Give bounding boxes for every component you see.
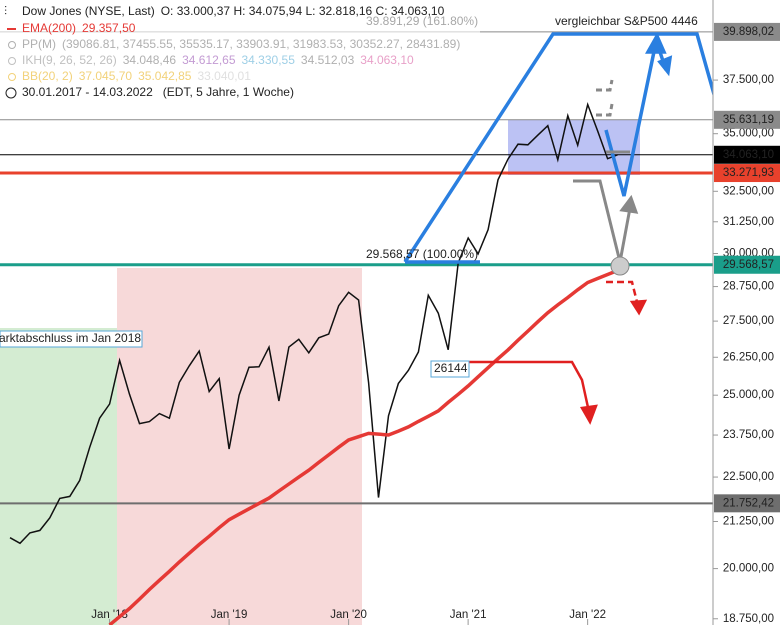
y-tick-label: 18.750,00 (723, 613, 774, 625)
annotation: vergleichbar S&P500 4446 (555, 14, 698, 28)
green-zone (0, 328, 117, 625)
axis-bg (713, 0, 780, 625)
legend-value: 29.357,50 (82, 21, 136, 35)
legend-icon: ⫶ (4, 4, 7, 18)
price-label: 21.752,42 (723, 497, 774, 509)
legend-value: 34.063,10 (360, 53, 414, 67)
y-tick-label: 23.750,00 (723, 429, 774, 441)
price-label-bg (714, 110, 780, 129)
x-tick-label: Jan '21 (450, 609, 487, 621)
y-tick-label: 32.500,00 (723, 185, 774, 197)
legend-dot (8, 41, 16, 49)
legend-value: 33.040,01 (197, 69, 251, 83)
annotation-box (0, 330, 143, 348)
legend-name: BB(20, 2) (22, 69, 73, 83)
legend-indicator: PP(M) (39086.81, 37455.55, 35535.17, 3390… (22, 37, 460, 51)
legend-name: Dow Jones (NYSE, Last) (22, 4, 155, 18)
legend-ema: EMA(200) 29.357,50 (22, 21, 136, 35)
legend-dot (8, 57, 16, 65)
legend-dot (8, 73, 16, 81)
legend-value: 34.330,55 (242, 53, 296, 67)
y-tick-label: 21.250,00 (723, 516, 774, 528)
annotation: 29.568,57 (100.00%) (366, 247, 478, 261)
legend-value: 34.612,65 (182, 53, 236, 67)
legend-name: IKH(9, 26, 52, 26) (22, 53, 117, 67)
legend-indicator: IKH(9, 26, 52, 26) 34.048,46 34.612,65 34.3… (22, 53, 414, 67)
legend-value: 34.048,46 (123, 53, 177, 67)
annotation-box (430, 360, 470, 378)
legend-value: 35.042,85 (138, 69, 192, 83)
legend-name: EMA(200) (22, 21, 76, 35)
marker (610, 256, 630, 276)
ohlc: O: 33.000,37 H: 34.075,94 L: 32.818,16 C… (161, 4, 445, 18)
legend-title: Dow Jones (NYSE, Last) O: 33.000,37 H: 34… (22, 4, 445, 18)
legend-value: 37.045,70 (79, 69, 133, 83)
legend-value: (39086.81, 37455.55, 35535.17, 33903.91,… (62, 37, 460, 51)
x-tick-label: Jan '19 (211, 609, 248, 621)
y-tick-label: 22.500,00 (723, 471, 774, 483)
price-label: 33.271,93 (723, 167, 774, 179)
y-tick-label: 26.250,00 (723, 351, 774, 363)
range: 30.01.2017 - 14.03.2022 (22, 85, 153, 99)
red-arrows (460, 280, 648, 425)
range-note: (EDT, 5 Jahre, 1 Woche) (163, 85, 294, 99)
annotation: 26144 (434, 361, 468, 375)
legend-name: PP(M) (22, 37, 56, 51)
y-tick-label: 35.000,00 (723, 128, 774, 140)
y-tick-label: 25.000,00 (723, 389, 774, 401)
y-tick-label: 20.000,00 (723, 563, 774, 575)
price-label: 34.063,10 (723, 149, 774, 161)
range-box (508, 120, 640, 175)
series-line (108, 268, 619, 625)
pink-zone (117, 268, 362, 625)
gray-arrows (573, 79, 639, 263)
legend-bg (0, 2, 480, 102)
clock-icon (5, 87, 17, 99)
price-label: 29.568,57 (723, 259, 774, 271)
legend-value: 34.512,03 (301, 53, 355, 67)
x-tick-label: Jan '22 (569, 609, 606, 621)
price-label: 35.631,19 (723, 114, 774, 126)
y-tick-label: 28.750,00 (723, 281, 774, 293)
price-label-bg (714, 494, 780, 513)
price-label-bg (714, 22, 780, 41)
date-range: 30.01.2017 - 14.03.2022 (EDT, 5 Jahre, 1 … (22, 85, 294, 99)
price-label-bg (714, 145, 780, 164)
y-tick-label: 37.500,00 (723, 74, 774, 86)
series-line (9, 101, 618, 545)
price-label-bg (714, 164, 780, 183)
y-tick-label: 27.500,00 (723, 315, 774, 327)
y-tick-label: 31.250,00 (723, 216, 774, 228)
price-label: 39.898,02 (723, 26, 774, 38)
legend-indicator: BB(20, 2) 37.045,70 35.042,85 33.040,01 (22, 69, 251, 83)
annotation: arktabschluss im Jan 2018 (0, 331, 141, 345)
x-tick-label: Jan '20 (330, 609, 367, 621)
price-label-bg (714, 255, 780, 274)
